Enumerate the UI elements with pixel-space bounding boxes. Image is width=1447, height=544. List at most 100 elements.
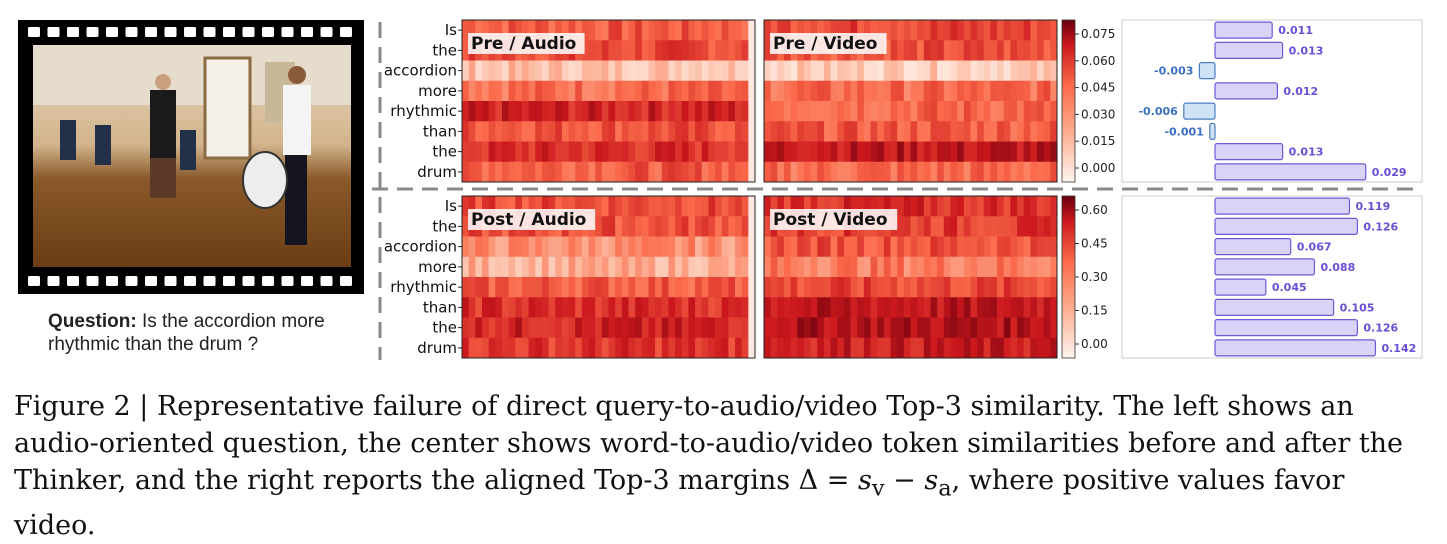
sprocket-hole xyxy=(242,276,255,286)
heatmap-cell xyxy=(937,317,945,339)
heatmap-cell xyxy=(963,141,971,163)
heatmap-cell xyxy=(1023,337,1031,359)
heatmap-cell xyxy=(468,141,476,163)
heatmap-cell xyxy=(983,60,991,82)
heatmap-cell xyxy=(910,101,918,122)
heatmap-cell xyxy=(850,196,858,217)
heatmap-cell xyxy=(515,317,523,339)
heatmap-cell xyxy=(541,196,549,217)
heatmap-cell xyxy=(735,216,743,237)
heatmap-cell xyxy=(741,141,749,163)
heatmap-cell xyxy=(977,297,985,318)
heatmap-cell xyxy=(770,256,778,278)
heatmap-cell xyxy=(721,236,729,258)
heatmap-cell xyxy=(635,40,643,61)
heatmap-cell xyxy=(777,236,785,258)
heatmap-cell xyxy=(548,141,556,163)
heatmap-cell xyxy=(803,236,812,258)
heatmap-cell xyxy=(501,317,510,339)
heatmap-cell xyxy=(1050,60,1058,82)
heatmap-cell xyxy=(681,20,689,41)
margin-value-label: 0.126 xyxy=(1363,220,1398,233)
heatmap-cell xyxy=(1037,196,1045,217)
heatmap-cell xyxy=(641,236,649,258)
heatmap-cell xyxy=(1017,256,1025,278)
heatmap-cell xyxy=(495,236,503,258)
heatmap-cell xyxy=(575,60,583,82)
heatmap-cell xyxy=(803,101,812,122)
heatmap-cell xyxy=(608,20,616,41)
heatmap-cell xyxy=(661,40,669,61)
heatmap-cell xyxy=(521,60,529,82)
heatmap-cell xyxy=(957,337,965,359)
heatmap-cell xyxy=(903,60,911,82)
heatmap-cell xyxy=(655,60,663,82)
colorbar-label: 0.060 xyxy=(1081,54,1115,68)
margin-bar xyxy=(1214,143,1284,161)
heatmap-cell xyxy=(823,256,831,278)
heatmap-cell xyxy=(950,101,958,122)
heatmap-cell xyxy=(721,196,729,217)
heatmap-cell xyxy=(488,141,496,163)
caption-sa-sub: a xyxy=(938,475,952,502)
heatmap-cell xyxy=(508,277,516,298)
heatmap-cell xyxy=(903,317,911,339)
heatmap-cell xyxy=(641,121,649,142)
heatmap-cell xyxy=(903,121,911,142)
heatmap-cell xyxy=(621,297,629,318)
heatmap-cell xyxy=(728,317,736,339)
heatmap-cell xyxy=(1043,317,1051,339)
heatmap-cell xyxy=(930,277,938,298)
heatmap-cell xyxy=(721,141,729,163)
heatmap-cell xyxy=(488,236,496,258)
heatmap-cell xyxy=(837,20,845,41)
heatmap-cell xyxy=(990,277,998,298)
heatmap-cell xyxy=(877,20,885,41)
heatmap-cell xyxy=(701,121,709,142)
heatmap-cell xyxy=(1003,20,1011,41)
heatmap-cell xyxy=(770,80,778,102)
heatmap-cell xyxy=(575,20,583,41)
heatmap-cell xyxy=(708,121,716,142)
heatmap-cell xyxy=(983,80,991,102)
sprocket-hole xyxy=(47,276,60,286)
heatmap-cell xyxy=(930,161,938,183)
heatmap-cell xyxy=(462,337,470,359)
heatmap-cell xyxy=(1030,216,1038,237)
heatmap-cell xyxy=(701,80,709,102)
colorbar-label: 0.60 xyxy=(1081,203,1108,217)
heatmap-cell xyxy=(850,101,858,122)
sprocket-hole xyxy=(301,276,313,286)
heatmap-cell xyxy=(515,196,523,217)
heatmap-cell xyxy=(997,161,1005,183)
heatmap-cell xyxy=(830,141,838,163)
heatmap-cell xyxy=(701,297,709,318)
heatmap-cell xyxy=(863,161,871,183)
heatmap-cell xyxy=(937,121,945,142)
heatmap-cell xyxy=(681,60,689,82)
heatmap-cell xyxy=(1037,216,1045,237)
heatmap-cell xyxy=(943,236,951,258)
heatmap-cell xyxy=(957,277,965,298)
heatmap-cell xyxy=(521,277,529,298)
heatmap-cell xyxy=(890,161,898,183)
heatmap-cell xyxy=(555,60,563,82)
heatmap-cell xyxy=(541,141,549,163)
heatmap-cell xyxy=(715,20,723,41)
heatmap-cell xyxy=(1023,60,1031,82)
heatmap-cell xyxy=(990,20,998,41)
heatmap-cell xyxy=(655,141,663,163)
heatmap-cell xyxy=(783,60,792,82)
heatmap-cell xyxy=(728,60,736,82)
heatmap-cell xyxy=(481,60,490,82)
heatmap-cell xyxy=(695,101,703,122)
heatmap-cell xyxy=(957,236,965,258)
heatmap-cell xyxy=(535,236,543,258)
heatmap-cell xyxy=(721,101,729,122)
heatmap-cell xyxy=(1037,80,1045,102)
heatmap-cell xyxy=(797,196,805,217)
heatmap-cell xyxy=(561,236,569,258)
heatmap-cell xyxy=(770,297,778,318)
heatmap-cell xyxy=(608,256,616,278)
heatmap-cell xyxy=(897,80,905,102)
